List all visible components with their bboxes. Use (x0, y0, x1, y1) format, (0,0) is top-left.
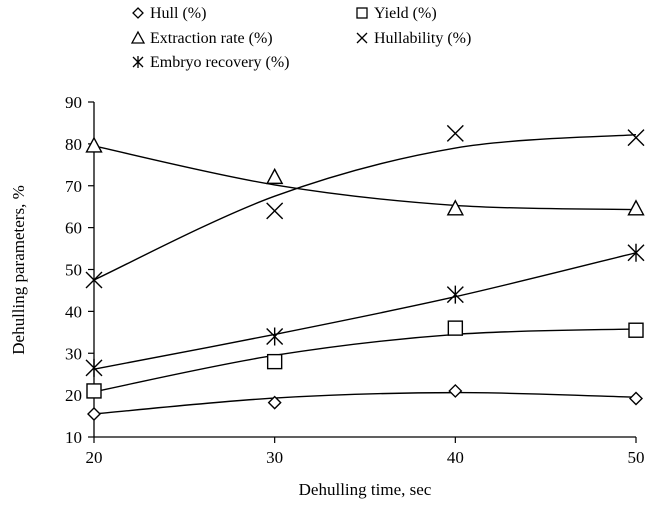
trendline-hull (93, 391, 637, 415)
point-embryo-recovery (266, 327, 284, 346)
legend-label-extraction-rate: Extraction rate (%) (150, 30, 273, 47)
point-hull (87, 406, 101, 421)
point-embryo-recovery (627, 243, 645, 262)
series-hullability (85, 124, 645, 289)
legend-marker-embryo-recovery (132, 56, 144, 68)
point-hullability (266, 202, 284, 220)
series-embryo-recovery (85, 243, 645, 377)
x-tick-label: 40 (447, 448, 464, 467)
trendline-yield (93, 328, 637, 393)
legend-item-yield: Yield (%) (356, 5, 437, 22)
x-tick-label: 50 (628, 448, 645, 467)
y-axis-label: Dehulling parameters, % (9, 185, 28, 354)
y-tick-label: 30 (65, 344, 82, 363)
legend-label-hull: Hull (%) (150, 5, 206, 22)
point-extraction-rate (627, 199, 645, 216)
legend-label-yield: Yield (%) (374, 5, 437, 22)
legend-label-embryo-recovery: Embryo recovery (%) (150, 54, 290, 71)
trendline-hullability (93, 133, 637, 281)
series-yield (86, 320, 644, 399)
y-tick-label: 70 (65, 177, 82, 196)
point-embryo-recovery (446, 285, 464, 304)
legend-item-hull: Hull (%) (132, 5, 206, 22)
point-hullability (85, 271, 103, 289)
point-yield (628, 322, 644, 338)
legend-marker-yield (356, 7, 368, 19)
y-tick-label: 10 (65, 428, 82, 447)
series-layer (85, 124, 645, 421)
y-tick-label: 60 (65, 219, 82, 238)
point-yield (86, 383, 102, 399)
y-tick-label: 80 (65, 135, 82, 154)
y-tick-label: 90 (65, 93, 82, 112)
point-hull (629, 391, 643, 406)
point-embryo-recovery (85, 358, 103, 377)
point-yield (447, 320, 464, 336)
point-hull (267, 395, 282, 410)
point-hull (448, 383, 463, 398)
point-extraction-rate (85, 136, 103, 153)
series-extraction-rate (85, 136, 645, 216)
y-tick-label: 50 (65, 261, 82, 280)
trendline-extraction-rate (93, 145, 637, 211)
legend-item-extraction-rate: Extraction rate (%) (130, 30, 273, 47)
series-hull (87, 383, 643, 421)
legend-item-hullability: Hullability (%) (356, 30, 471, 47)
point-extraction-rate (446, 199, 465, 216)
legend-marker-extraction-rate (130, 30, 146, 44)
legend-label-hullability: Hullability (%) (374, 30, 471, 47)
trendline-embryo-recovery (93, 252, 637, 370)
point-yield (266, 353, 283, 370)
point-extraction-rate (265, 167, 284, 185)
x-tick-label: 20 (86, 448, 103, 467)
legend-marker-hull (132, 7, 144, 19)
legend-marker-hullability (356, 32, 368, 44)
x-tick-label: 30 (266, 448, 283, 467)
legend-item-embryo-recovery: Embryo recovery (%) (132, 54, 290, 71)
x-axis-label: Dehulling time, sec (299, 480, 432, 499)
y-tick-label: 40 (65, 302, 82, 321)
point-hullability (446, 124, 464, 142)
legend: Hull (%) Yield (%) Extraction rate (%) Hull… (130, 5, 471, 71)
y-tick-label: 20 (65, 386, 82, 405)
point-hullability (627, 129, 645, 147)
